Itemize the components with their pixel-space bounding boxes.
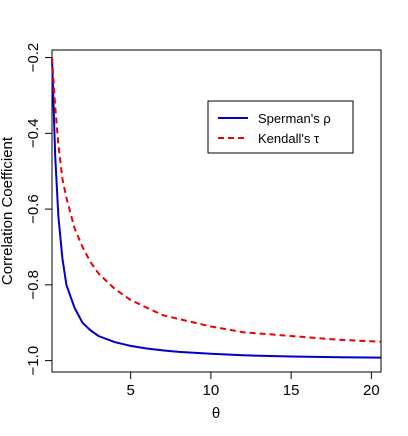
plot-frame bbox=[51, 49, 382, 373]
x-tick-label: 10 bbox=[203, 382, 220, 399]
y-tick-label: −1.0 bbox=[25, 346, 42, 376]
y-axis: −1.0 −0.8 −0.6 −0.4 −0.2 bbox=[25, 43, 52, 376]
y-tick-label: −0.4 bbox=[25, 119, 42, 149]
x-tick-label: 5 bbox=[126, 382, 134, 399]
legend-box bbox=[207, 100, 354, 154]
legend: Sperman's ρ Kendall's τ bbox=[207, 100, 354, 154]
y-tick-label: −0.2 bbox=[25, 43, 42, 73]
y-axis-label: Correlation Coefficient bbox=[0, 136, 16, 285]
legend-label-kendall: Kendall's τ bbox=[258, 131, 320, 146]
x-axis: 5 10 15 20 bbox=[126, 372, 380, 399]
series-line-0 bbox=[51, 57, 382, 359]
legend-label-spearman: Sperman's ρ bbox=[258, 111, 331, 126]
x-axis-label: θ bbox=[212, 405, 220, 422]
y-tick-label: −0.8 bbox=[25, 270, 42, 300]
x-tick-label: 20 bbox=[363, 382, 380, 399]
series-line-1 bbox=[51, 57, 382, 343]
y-tick-label: −0.6 bbox=[25, 194, 42, 224]
series-layer bbox=[51, 57, 382, 359]
x-tick-label: 15 bbox=[283, 382, 300, 399]
